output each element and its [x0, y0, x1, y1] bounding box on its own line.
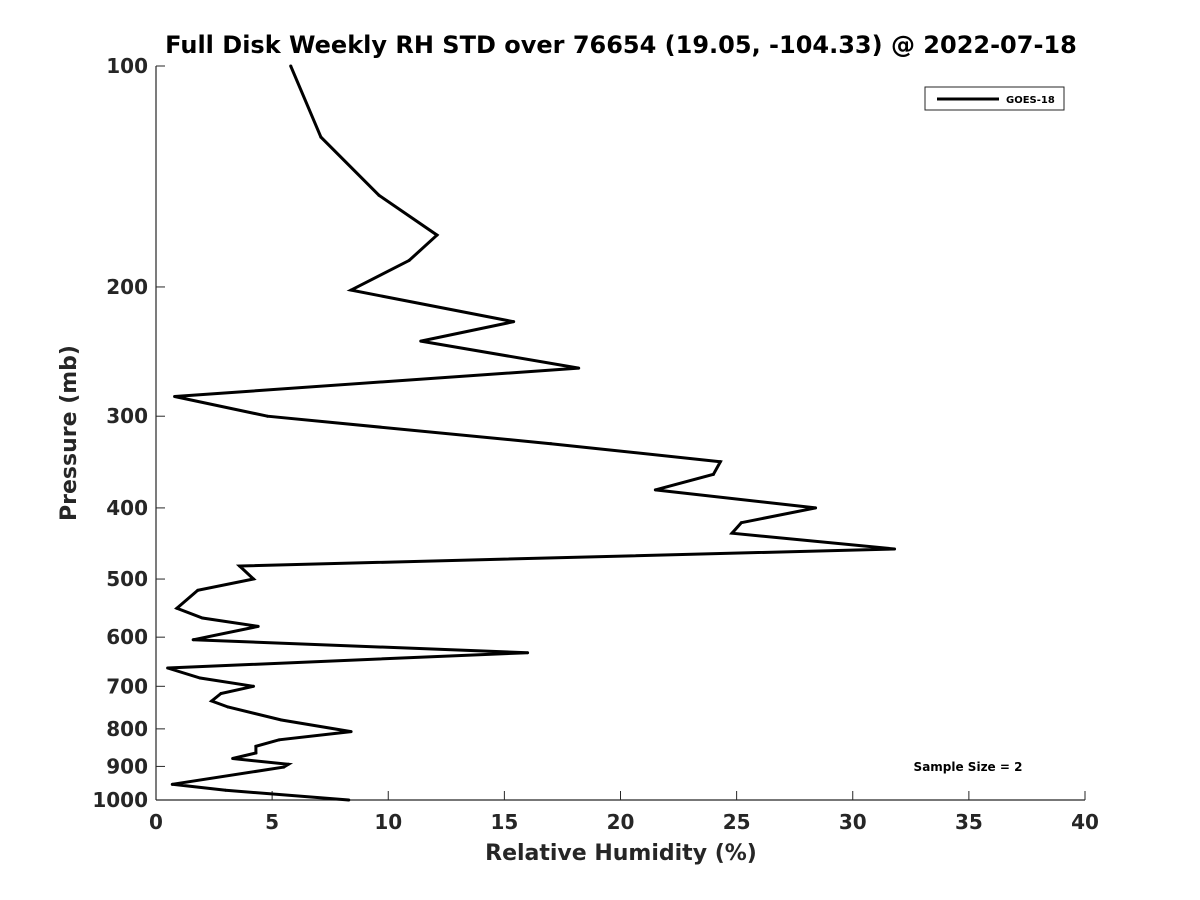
data-point — [739, 521, 743, 525]
data-point — [173, 394, 177, 398]
x-tick-label: 0 — [149, 810, 163, 834]
data-point — [256, 624, 260, 628]
data-point — [200, 616, 204, 620]
data-point — [349, 730, 353, 734]
data-point — [349, 288, 353, 292]
data-point — [730, 531, 734, 535]
data-point — [191, 638, 195, 642]
data-point — [289, 64, 293, 68]
x-tick-label: 30 — [839, 810, 867, 834]
data-point — [210, 699, 214, 703]
data-point — [226, 705, 230, 709]
x-tick-label: 25 — [723, 810, 751, 834]
data-point — [196, 588, 200, 592]
data-point — [407, 258, 411, 262]
data-point — [265, 414, 269, 418]
data-point — [252, 684, 256, 688]
data-point — [175, 606, 179, 610]
y-axis-label: Pressure (mb) — [57, 345, 82, 521]
data-point — [277, 738, 281, 742]
series-line-goes-18 — [167, 65, 895, 802]
x-tick-label: 40 — [1071, 810, 1099, 834]
y-tick-label: 800 — [106, 717, 148, 741]
data-point — [419, 339, 423, 343]
x-tick-label: 5 — [265, 810, 279, 834]
data-point — [319, 135, 323, 139]
data-point — [286, 762, 290, 766]
data-point — [279, 718, 283, 722]
x-tick-label: 35 — [955, 810, 983, 834]
x-tick-label: 15 — [490, 810, 518, 834]
series-points-goes-18 — [166, 64, 897, 802]
data-point — [893, 547, 897, 551]
data-point — [166, 666, 170, 670]
data-point — [577, 366, 581, 370]
data-point — [254, 744, 258, 748]
data-point — [198, 676, 202, 680]
data-point — [347, 798, 351, 802]
data-point — [549, 442, 553, 446]
y-tick-label: 900 — [106, 754, 148, 778]
data-point — [170, 782, 174, 786]
y-tick-label: 400 — [106, 496, 148, 520]
data-point — [711, 472, 715, 476]
y-axis-ticks: 100 200 300 400 500 600 700 800 900 1000 — [92, 54, 165, 812]
data-point — [224, 788, 228, 792]
y-tick-label: 700 — [106, 674, 148, 698]
y-tick-label: 1000 — [92, 788, 148, 812]
data-point — [435, 233, 439, 237]
x-tick-label: 10 — [374, 810, 402, 834]
data-point — [231, 757, 235, 761]
y-tick-label: 200 — [106, 275, 148, 299]
y-tick-label: 300 — [106, 404, 148, 428]
x-axis-label: Relative Humidity (%) — [485, 841, 757, 866]
legend: GOES-18 — [924, 86, 1065, 111]
y-tick-label: 500 — [106, 567, 148, 591]
x-tick-label: 20 — [607, 810, 635, 834]
data-point — [282, 765, 286, 769]
data-point — [252, 577, 256, 581]
data-point — [718, 460, 722, 464]
y-tick-label: 600 — [106, 625, 148, 649]
chart-title: Full Disk Weekly RH STD over 76654 (19.0… — [165, 31, 1077, 59]
data-point — [377, 193, 381, 197]
data-point — [526, 651, 530, 655]
data-point — [653, 488, 657, 492]
sample-size-annotation: Sample Size = 2 — [914, 760, 1023, 774]
data-point — [814, 506, 818, 510]
y-tick-label: 100 — [106, 54, 148, 78]
data-point — [219, 692, 223, 696]
legend-label-goes-18: GOES-18 — [1006, 95, 1055, 106]
data-point — [512, 320, 516, 324]
x-axis-ticks: 0 5 10 15 20 25 30 35 40 — [149, 791, 1099, 834]
data-point — [238, 564, 242, 568]
data-point — [254, 751, 258, 755]
